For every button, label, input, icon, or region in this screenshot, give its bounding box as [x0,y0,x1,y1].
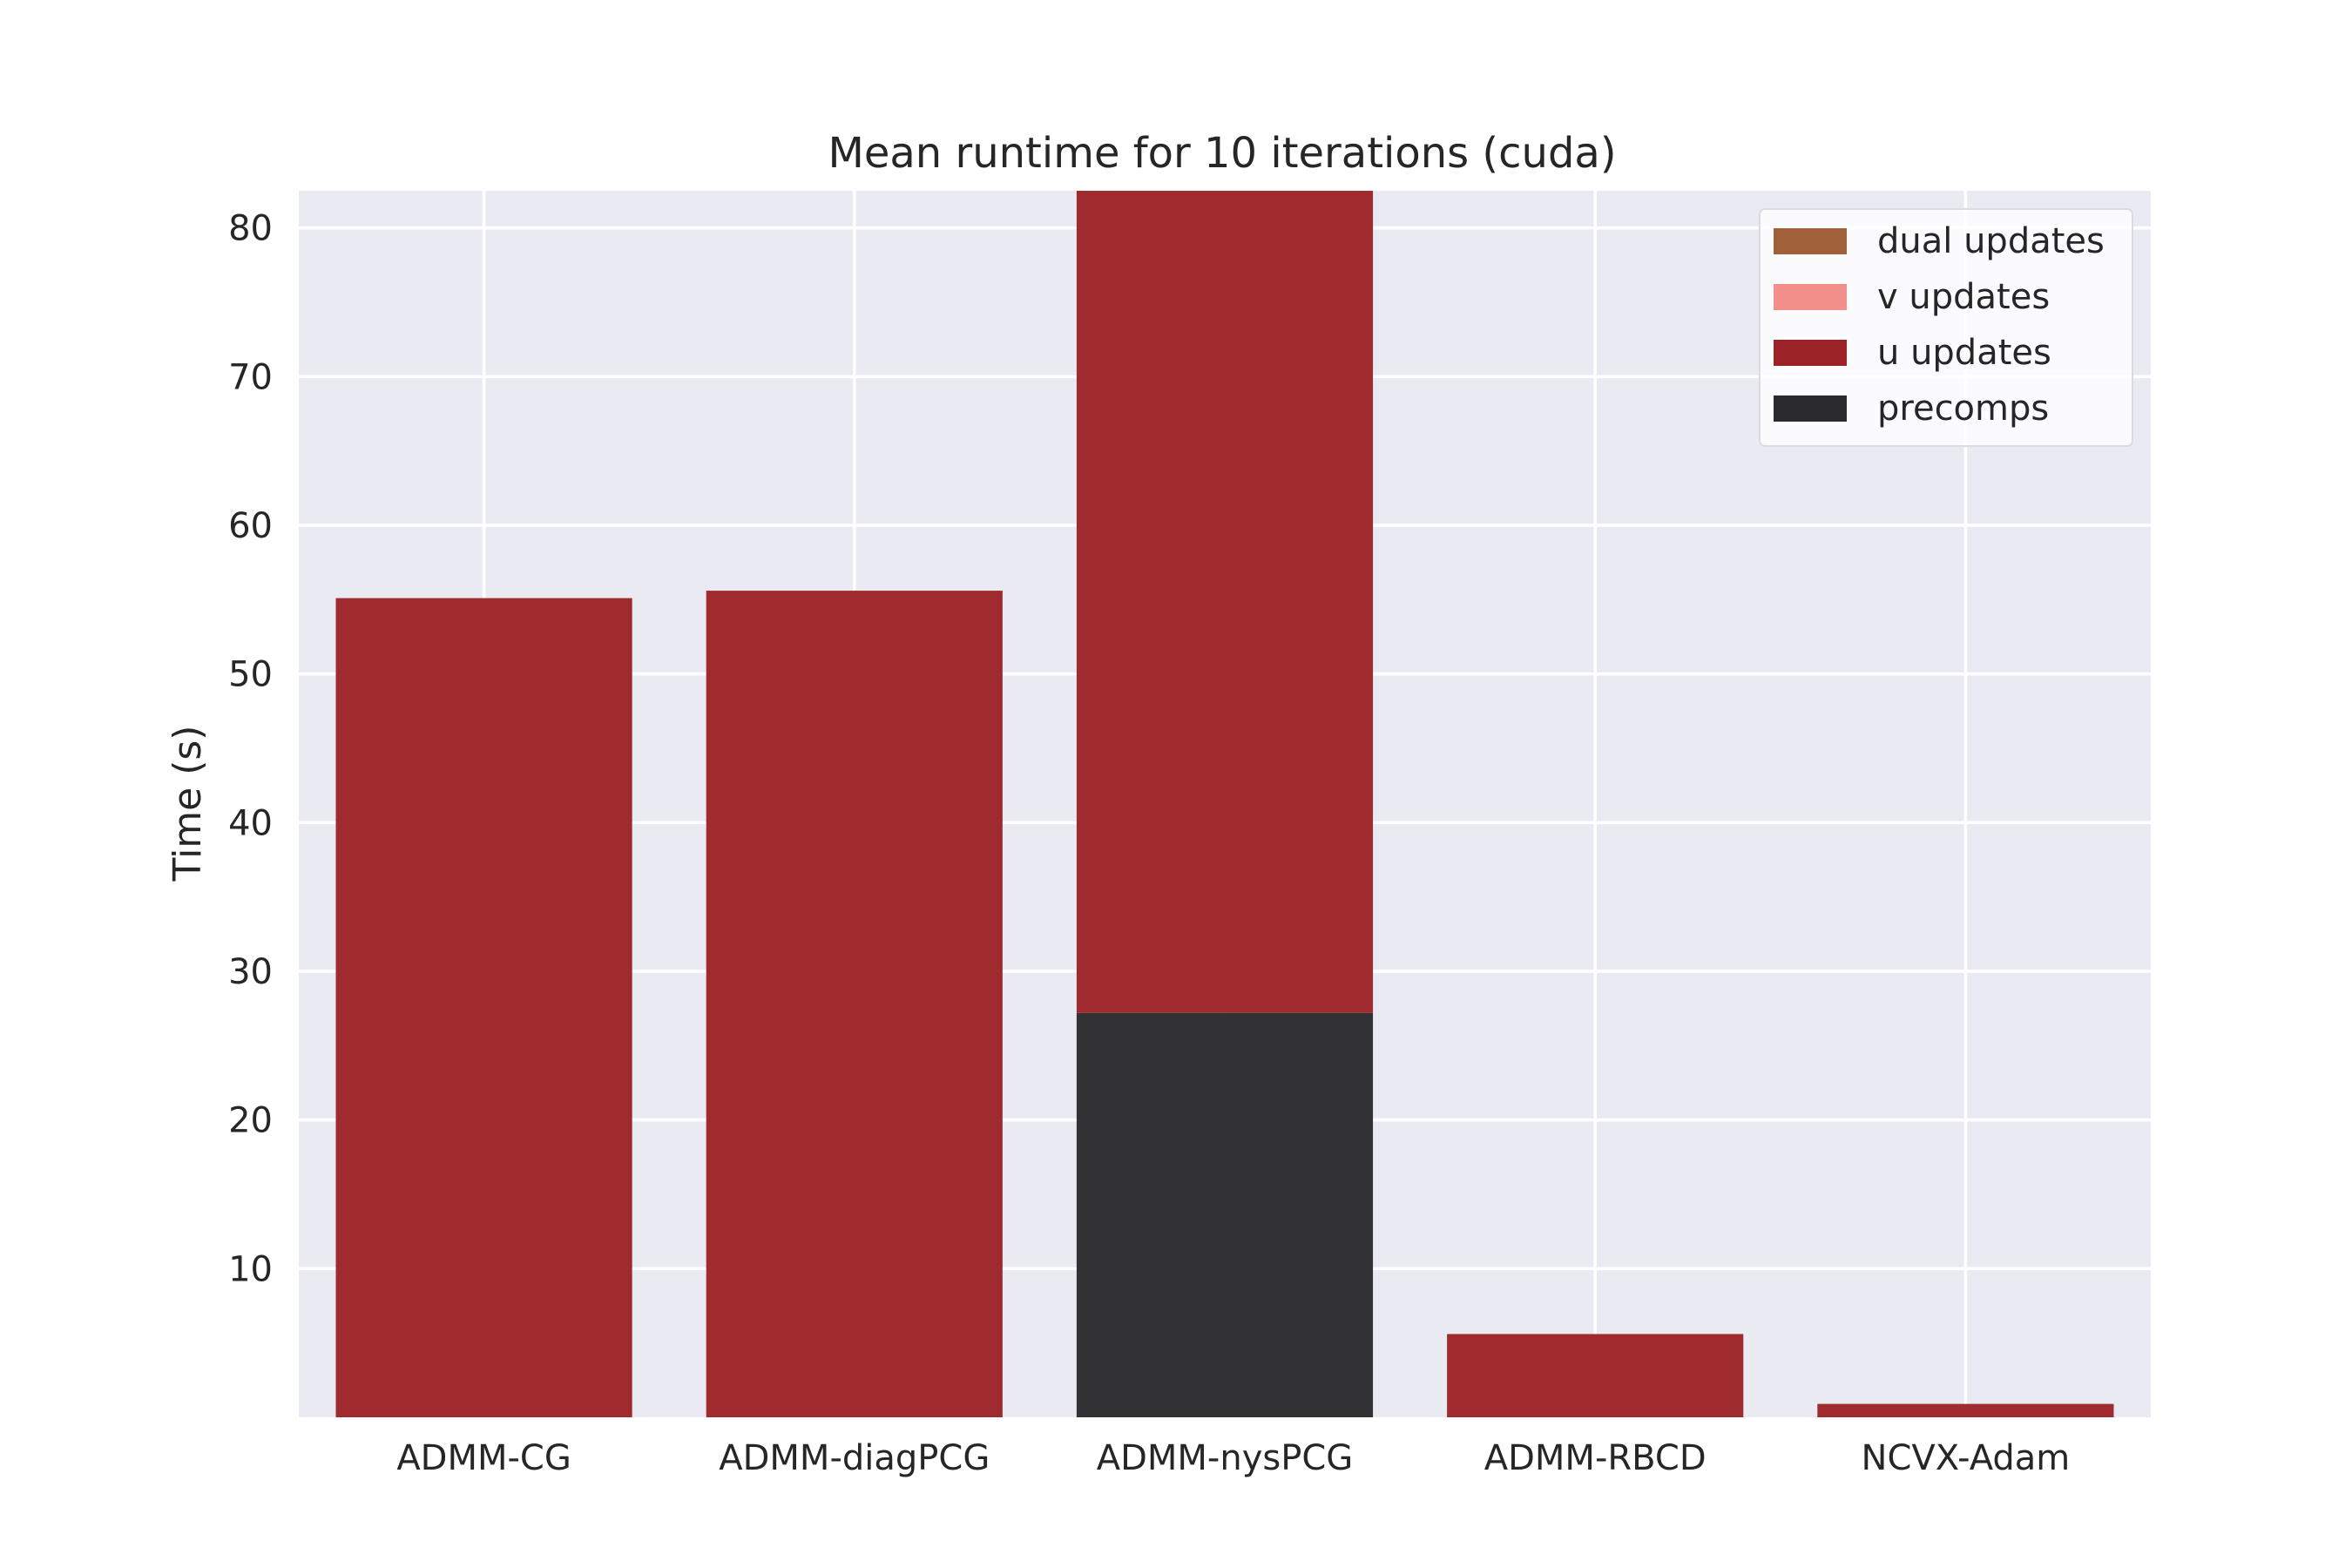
x-tick-label: ADMM-RBCD [1484,1438,1707,1478]
x-tick-label: ADMM-diagPCG [719,1438,990,1478]
y-tick-label: 10 [228,1249,273,1289]
bar-u-updates-ADMM-nysPCG [1076,191,1374,1013]
y-tick-label: 50 [228,655,273,695]
y-tick-label: 80 [228,209,273,249]
y-tick-label: 30 [228,952,273,992]
y-tick-label: 40 [228,803,273,843]
bar-u-updates-ADMM-diagPCG [706,591,1003,1417]
y-tick-label: 20 [228,1101,273,1141]
x-tick-label: ADMM-nysPCG [1097,1438,1354,1478]
bar-u-updates-ADMM-CG [335,598,632,1417]
bar-u-updates-NCVX-Adam [1817,1403,2114,1417]
bars-group [335,191,2114,1417]
y-axis-label: Time (s) [166,726,210,882]
y-tick-label: 70 [228,357,273,397]
y-tick-label: 60 [228,506,273,546]
legend-label-precomps: precomps [1877,389,2049,429]
legend-swatch-u-updates [1774,340,1847,366]
legend-swatch-v-updates [1774,284,1847,310]
legend-box [1759,208,2133,447]
x-tick-label: NCVX-Adam [1862,1438,2071,1478]
legend-swatch-dual-updates [1774,228,1847,254]
legend-label-v-updates: v updates [1877,277,2050,317]
legend-label-u-updates: u updates [1877,333,2051,373]
legend-swatch-precomps [1774,395,1847,422]
chart-title: Mean runtime for 10 iterations (cuda) [828,129,1616,178]
bar-precomps-ADMM-nysPCG [1076,1012,1374,1417]
x-tick-label: ADMM-CG [396,1438,571,1478]
legend-label-dual-updates: dual updates [1877,221,2105,261]
legend: dual updates v updates u updates precomps [1759,208,2133,447]
bar-u-updates-ADMM-RBCD [1447,1334,1744,1417]
